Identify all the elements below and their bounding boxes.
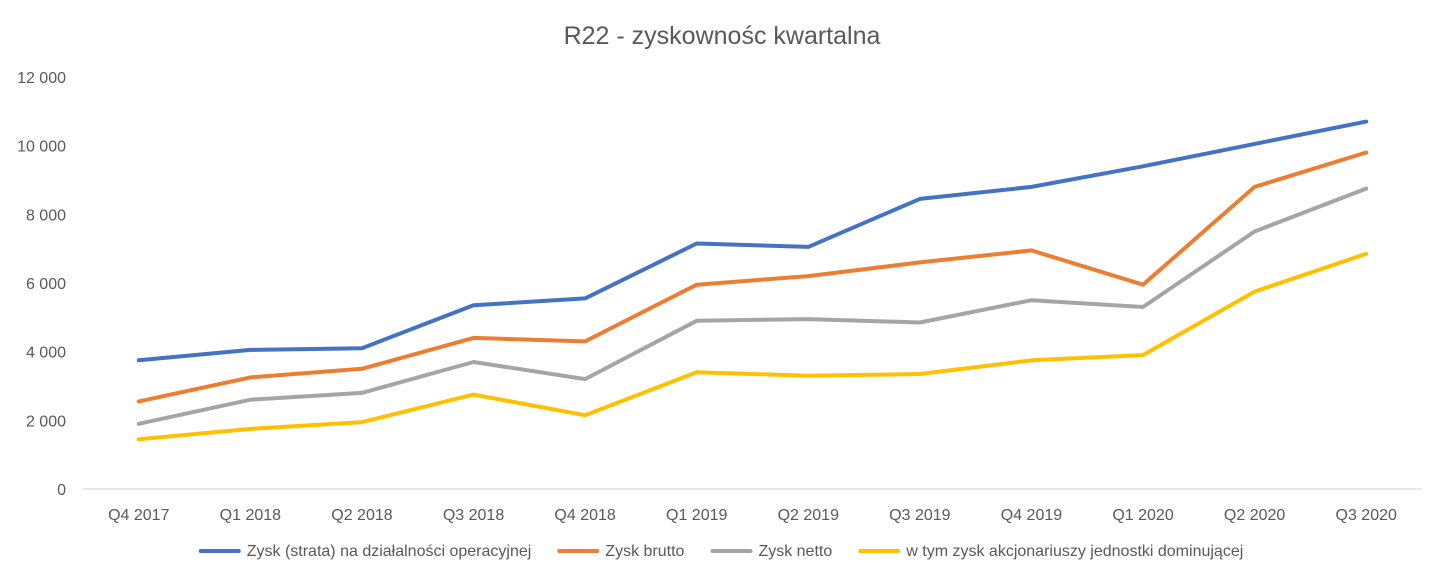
legend-label: Zysk netto	[758, 543, 832, 560]
legend-label: Zysk (strata) na działalności operacyjne…	[247, 543, 532, 560]
y-axis-ticks: 0 2 000 4 000 6 000 8 000 10 000 12 000	[17, 70, 66, 499]
legend-label: Zysk brutto	[605, 543, 684, 560]
y-tick-label: 0	[57, 482, 66, 499]
y-tick-label: 8 000	[26, 207, 66, 224]
chart-title: R22 - zyskownośc kwartalna	[564, 22, 881, 50]
x-tick-label: Q1 2020	[1112, 507, 1173, 524]
series-lines	[136, 119, 1369, 442]
x-tick-label: Q4 2018	[554, 507, 615, 524]
series-line-3	[136, 186, 1369, 426]
y-tick-label: 12 000	[17, 70, 66, 87]
series-line-4	[136, 251, 1369, 442]
x-tick-label: Q3 2019	[889, 507, 950, 524]
x-tick-label: Q2 2020	[1224, 507, 1285, 524]
x-tick-label: Q4 2017	[108, 507, 169, 524]
x-tick-label: Q2 2018	[331, 507, 392, 524]
y-tick-label: 2 000	[26, 413, 66, 430]
y-tick-label: 4 000	[26, 345, 66, 362]
x-axis: Q4 2017 Q1 2018 Q2 2018 Q3 2018 Q4 2018 Q1 20…	[83, 488, 1422, 524]
x-tick-label: Q3 2018	[443, 507, 504, 524]
legend-label: w tym zysk akcjonariuszy jednostki domin…	[905, 543, 1243, 560]
x-tick-label: Q1 2019	[666, 507, 727, 524]
series-line-1	[136, 119, 1369, 363]
y-tick-label: 10 000	[17, 139, 66, 156]
x-tick-label: Q3 2020	[1336, 507, 1397, 524]
legend: Zysk (strata) na działalności operacyjne…	[198, 543, 1243, 560]
x-tick-label: Q1 2018	[220, 507, 281, 524]
y-tick-label: 6 000	[26, 276, 66, 293]
x-tick-label: Q2 2019	[778, 507, 839, 524]
series-line-2	[136, 150, 1369, 404]
x-tick-label: Q4 2019	[1001, 507, 1062, 524]
